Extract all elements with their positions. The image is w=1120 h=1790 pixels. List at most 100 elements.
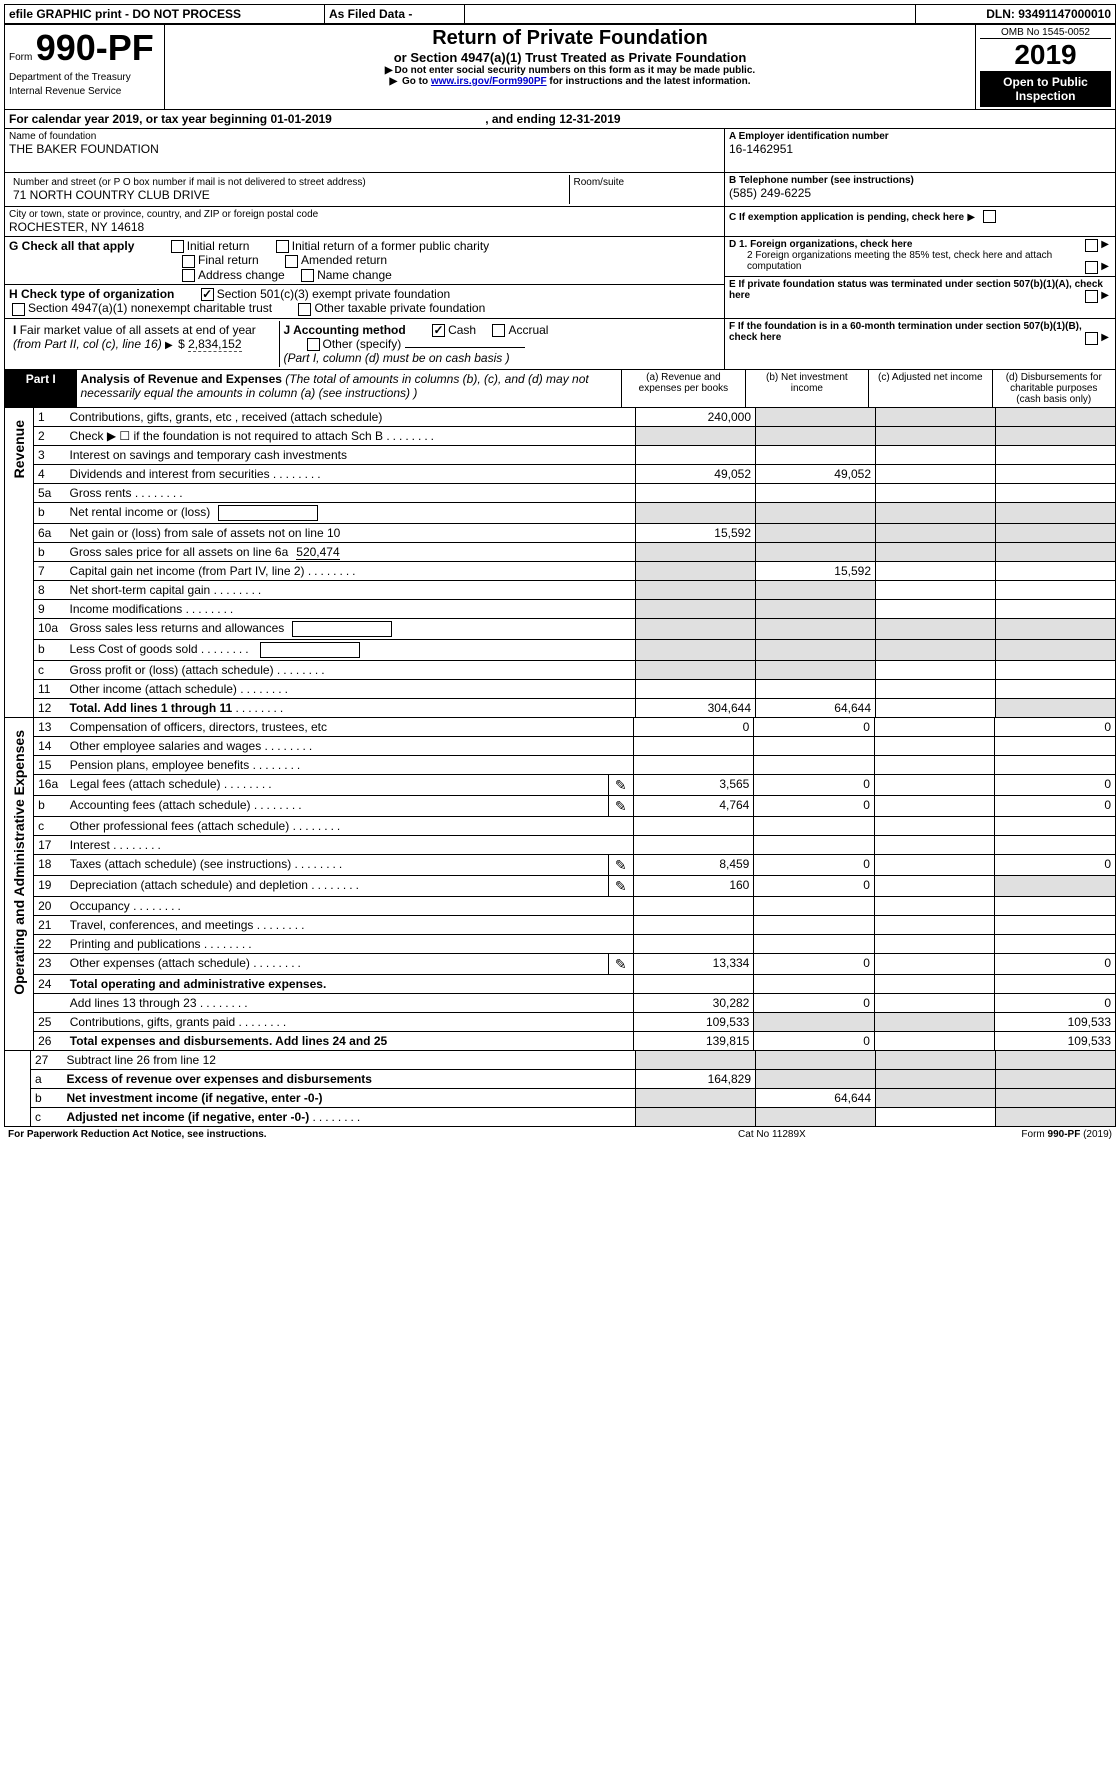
d1-checkbox[interactable] (1085, 239, 1098, 252)
amount-cell (995, 737, 1116, 756)
amount-cell (995, 916, 1116, 935)
form-number: 990-PF (36, 27, 154, 68)
c-checkbox[interactable] (983, 210, 996, 223)
tax-year: 2019 (980, 39, 1111, 71)
amount-cell (633, 737, 754, 756)
amount-cell (876, 680, 996, 699)
form-title: Return of Private Foundation (169, 27, 971, 50)
table-row: bLess Cost of goods sold ........ (5, 640, 1116, 661)
amount-cell (996, 1070, 1116, 1089)
table-row: 20Occupancy ........ (5, 897, 1116, 916)
line-number: 3 (34, 446, 66, 465)
line-label: Less Cost of goods sold ........ (66, 640, 636, 661)
phone-label: B Telephone number (see instructions) (729, 175, 1111, 186)
amount-cell: 0 (995, 855, 1116, 876)
line-label: Gross rents ........ (66, 484, 636, 503)
line-number: 8 (34, 581, 66, 600)
amount-cell (633, 897, 754, 916)
j-other[interactable] (307, 338, 320, 351)
line-number: 24 (34, 975, 66, 994)
amount-cell (633, 817, 754, 836)
irs-label: Internal Revenue Service (9, 86, 121, 97)
g-initial-former[interactable] (276, 240, 289, 253)
amount-cell: 139,815 (633, 1032, 754, 1051)
amount-cell (636, 661, 756, 680)
d2-checkbox[interactable] (1085, 261, 1098, 274)
h-4947a1[interactable] (12, 303, 25, 316)
table-row: Revenue1Contributions, gifts, grants, et… (5, 408, 1116, 427)
amount-cell (756, 661, 876, 680)
fmv-value: 2,834,152 (188, 337, 241, 352)
line-number: b (34, 543, 66, 562)
line-label: Net gain or (loss) from sale of assets n… (66, 524, 636, 543)
table-row: cGross profit or (loss) (attach schedule… (5, 661, 1116, 680)
amount-cell (876, 446, 996, 465)
amount-cell (636, 484, 756, 503)
g-name-change[interactable] (301, 269, 314, 282)
col-c-header: (c) Adjusted net income (869, 370, 992, 408)
line-number: 19 (34, 876, 66, 897)
g-amended[interactable] (285, 255, 298, 268)
table-row: 24Total operating and administrative exp… (5, 975, 1116, 994)
amount-cell (756, 524, 876, 543)
table-row: bNet investment income (if negative, ent… (5, 1089, 1116, 1108)
amount-cell (996, 1108, 1116, 1127)
e-label: E If private foundation status was termi… (729, 279, 1103, 301)
line-label: Other income (attach schedule) ........ (66, 680, 636, 699)
amount-cell (876, 1070, 996, 1089)
amount-cell (995, 897, 1116, 916)
line-label: Gross sales price for all assets on line… (66, 543, 636, 562)
amount-cell (874, 1032, 995, 1051)
d2-label: 2 Foreign organizations meeting the 85% … (747, 250, 1052, 272)
dln: DLN: 93491147000010 (916, 5, 1116, 24)
line-number: 26 (34, 1032, 66, 1051)
amount-cell (633, 975, 754, 994)
amount-cell (996, 680, 1116, 699)
addr-label: Number and street (or P O box number if … (13, 177, 565, 188)
col-a-header: (a) Revenue and expenses per books (622, 370, 745, 408)
g-address-change[interactable] (182, 269, 195, 282)
j-cash[interactable] (432, 324, 445, 337)
table-row: 17Interest ........ (5, 836, 1116, 855)
line-label: Income modifications ........ (66, 600, 636, 619)
amount-cell (996, 524, 1116, 543)
line-number: 22 (34, 935, 66, 954)
amount-cell: 160 (633, 876, 754, 897)
h-other-taxable[interactable] (298, 303, 311, 316)
amount-cell (996, 562, 1116, 581)
e-checkbox[interactable] (1085, 290, 1098, 303)
amount-cell (874, 954, 995, 975)
table-row: 19Depreciation (attach schedule) and dep… (5, 876, 1116, 897)
line-number: 10a (34, 619, 66, 640)
line-label: Printing and publications ........ (66, 935, 634, 954)
amount-cell: 15,592 (636, 524, 756, 543)
line-label: Net rental income or (loss) (66, 503, 636, 524)
f-checkbox[interactable] (1085, 332, 1098, 345)
table-row: Add lines 13 through 23 ........30,28200 (5, 994, 1116, 1013)
amount-cell (996, 661, 1116, 680)
amount-cell: 164,829 (636, 1070, 756, 1089)
g-initial-return[interactable] (171, 240, 184, 253)
amount-cell (874, 775, 995, 796)
amount-cell: 0 (754, 876, 875, 897)
city-label: City or town, state or province, country… (9, 209, 720, 220)
amount-cell (874, 916, 995, 935)
attachment-icon[interactable]: ✎ (613, 798, 629, 812)
g-final[interactable] (182, 255, 195, 268)
irs-link[interactable]: www.irs.gov/Form990PF (431, 76, 547, 87)
amount-cell (756, 600, 876, 619)
h-501c3[interactable] (201, 288, 214, 301)
amount-cell: 0 (754, 1032, 875, 1051)
attachment-icon[interactable]: ✎ (613, 857, 629, 871)
attachment-icon[interactable]: ✎ (613, 777, 629, 791)
amount-cell (874, 836, 995, 855)
instructions-link: Go to www.irs.gov/Form990PF for instruct… (169, 76, 971, 87)
c-label: C If exemption application is pending, c… (729, 212, 964, 223)
j-accrual[interactable] (492, 324, 505, 337)
amount-cell (874, 1013, 995, 1032)
attachment-icon[interactable]: ✎ (613, 956, 629, 970)
line-number: 20 (34, 897, 66, 916)
amount-cell (754, 1013, 875, 1032)
line-number: 14 (34, 737, 66, 756)
attachment-icon[interactable]: ✎ (613, 878, 629, 892)
